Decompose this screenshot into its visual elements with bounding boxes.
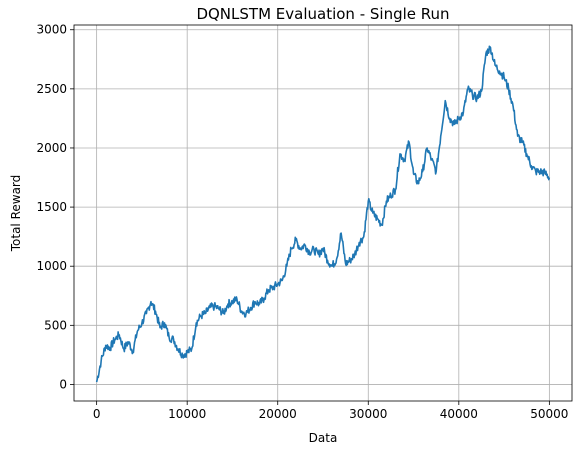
- y-tick-label: 2500: [36, 82, 67, 96]
- y-tick-label: 0: [59, 377, 67, 391]
- y-axis: 0 500 1000 1500 2000 2500 3000: [36, 23, 74, 391]
- x-tick-label: 40000: [440, 407, 478, 421]
- chart-title: DQNLSTM Evaluation - Single Run: [196, 5, 449, 23]
- x-tick-label: 50000: [530, 407, 568, 421]
- x-axis-label: Data: [309, 431, 338, 445]
- y-tick-label: 2000: [36, 141, 67, 155]
- y-axis-label: Total Reward: [9, 175, 23, 253]
- plot-frame: [73, 24, 573, 402]
- total-reward-line: [95, 45, 551, 383]
- gridlines: [74, 25, 572, 401]
- x-tick-label: 30000: [349, 407, 387, 421]
- x-tick-label: 10000: [168, 407, 206, 421]
- y-tick-label: 1500: [36, 200, 67, 214]
- x-tick-label: 20000: [259, 407, 297, 421]
- y-tick-label: 1000: [36, 259, 67, 273]
- y-tick-label: 500: [44, 318, 67, 332]
- x-tick-label: 0: [93, 407, 101, 421]
- x-axis: 0 10000 20000 30000 40000 50000: [93, 401, 568, 421]
- y-tick-label: 3000: [36, 23, 67, 37]
